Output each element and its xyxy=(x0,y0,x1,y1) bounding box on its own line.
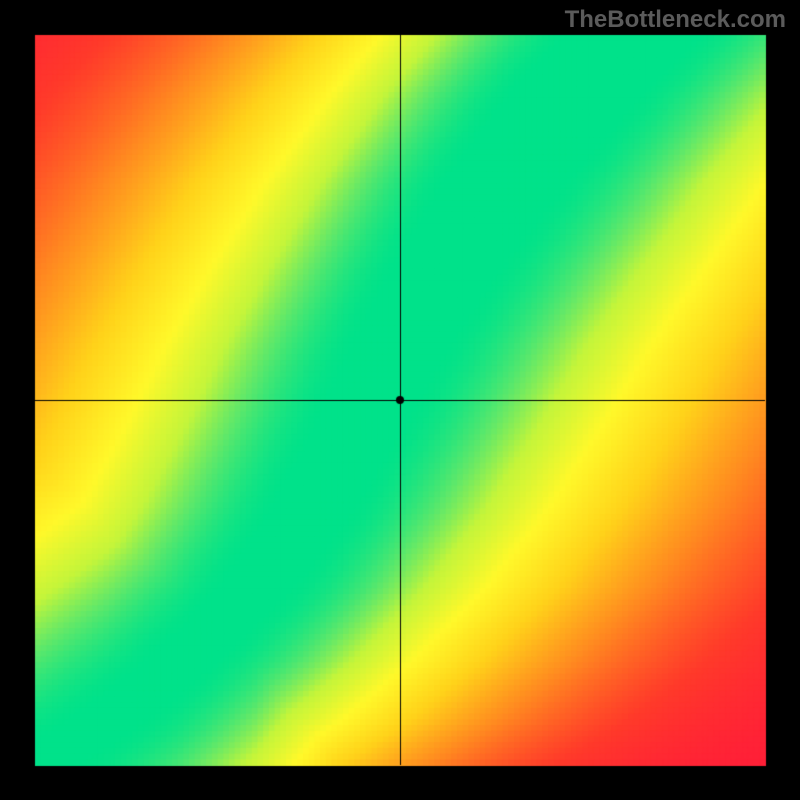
chart-container: TheBottleneck.com xyxy=(0,0,800,800)
bottleneck-heatmap xyxy=(0,0,800,800)
watermark-text: TheBottleneck.com xyxy=(565,6,786,34)
